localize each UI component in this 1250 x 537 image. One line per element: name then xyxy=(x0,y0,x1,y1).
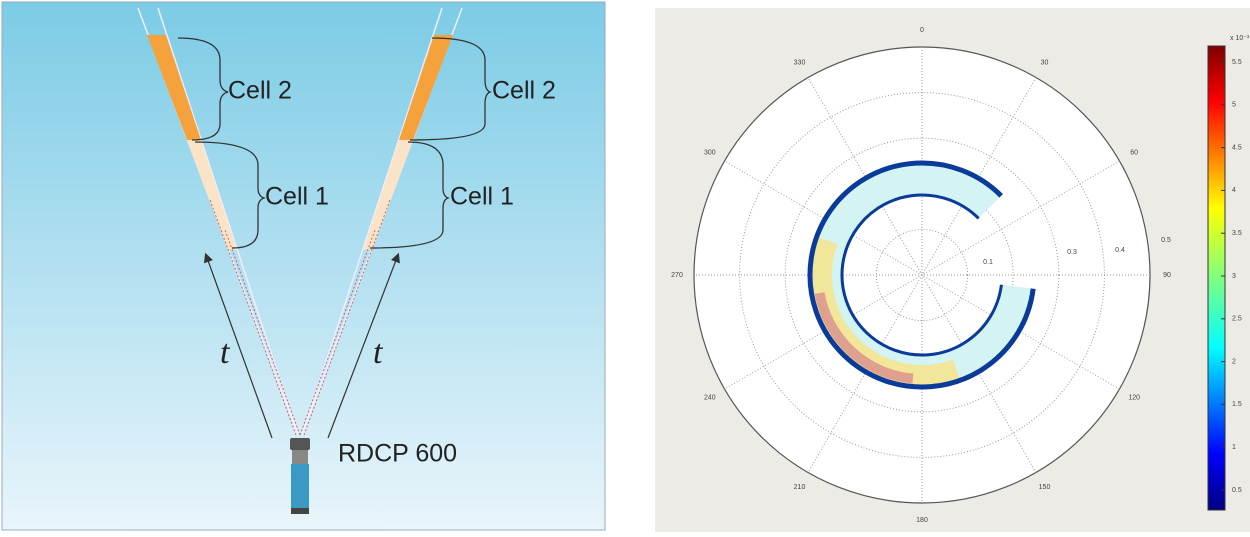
angle-label: 180 xyxy=(916,517,928,524)
radial-label: 0.4 xyxy=(1115,247,1125,254)
angle-label: 300 xyxy=(704,149,716,156)
colorbar-label: 1.5 xyxy=(1232,401,1242,408)
time-label: t xyxy=(220,334,231,371)
radial-label: 0.1 xyxy=(983,259,993,266)
time-label: t xyxy=(373,334,384,371)
angle-label: 150 xyxy=(1039,484,1051,491)
colorbar-label: 2 xyxy=(1232,358,1236,365)
cell-label: Cell 2 xyxy=(492,77,556,105)
colorbar-label: 3.5 xyxy=(1232,230,1242,237)
angle-label: 120 xyxy=(1128,394,1140,401)
instrument-label: RDCP 600 xyxy=(338,440,457,468)
angle-label: 330 xyxy=(794,60,806,67)
colorbar-label: 3 xyxy=(1232,273,1236,280)
radial-label: 0.3 xyxy=(1067,249,1077,256)
colorbar-label: 1 xyxy=(1232,444,1236,451)
colorbar xyxy=(1208,46,1225,510)
colorbar-label: 0.5 xyxy=(1232,487,1242,494)
angle-label: 0 xyxy=(920,27,924,34)
angle-label: 210 xyxy=(794,484,806,491)
beam-diagram: Cell 2 Cell 1 Cell 2 Cell 1 t t RDCP 600 xyxy=(2,2,605,530)
cell-label: Cell 1 xyxy=(450,183,514,211)
figure: Cell 2 Cell 1 Cell 2 Cell 1 t t RDCP 600… xyxy=(0,0,1250,532)
cell-label: Cell 1 xyxy=(265,183,329,211)
colorbar-label: 4 xyxy=(1232,187,1236,194)
colorbar-exponent: x 10⁻³ xyxy=(1230,35,1250,42)
angle-label: 30 xyxy=(1041,60,1049,67)
colorbar-label: 5 xyxy=(1232,102,1236,109)
angle-label: 270 xyxy=(671,272,683,279)
colorbar-label: 5.5 xyxy=(1232,59,1242,66)
polar-plot: 0 30 60 90 120 150 180 210 240 270 300 330 0.1 0.3 0.4… xyxy=(655,8,1250,532)
angle-label: 240 xyxy=(704,394,716,401)
angle-label: 60 xyxy=(1130,149,1138,156)
colorbar-label: 2.5 xyxy=(1232,316,1242,323)
colorbar-label: 4.5 xyxy=(1232,144,1242,151)
instrument-icon xyxy=(290,438,310,514)
radial-label: 0.5 xyxy=(1161,237,1171,244)
cell-label: Cell 2 xyxy=(228,77,292,105)
angle-label: 90 xyxy=(1163,272,1171,279)
